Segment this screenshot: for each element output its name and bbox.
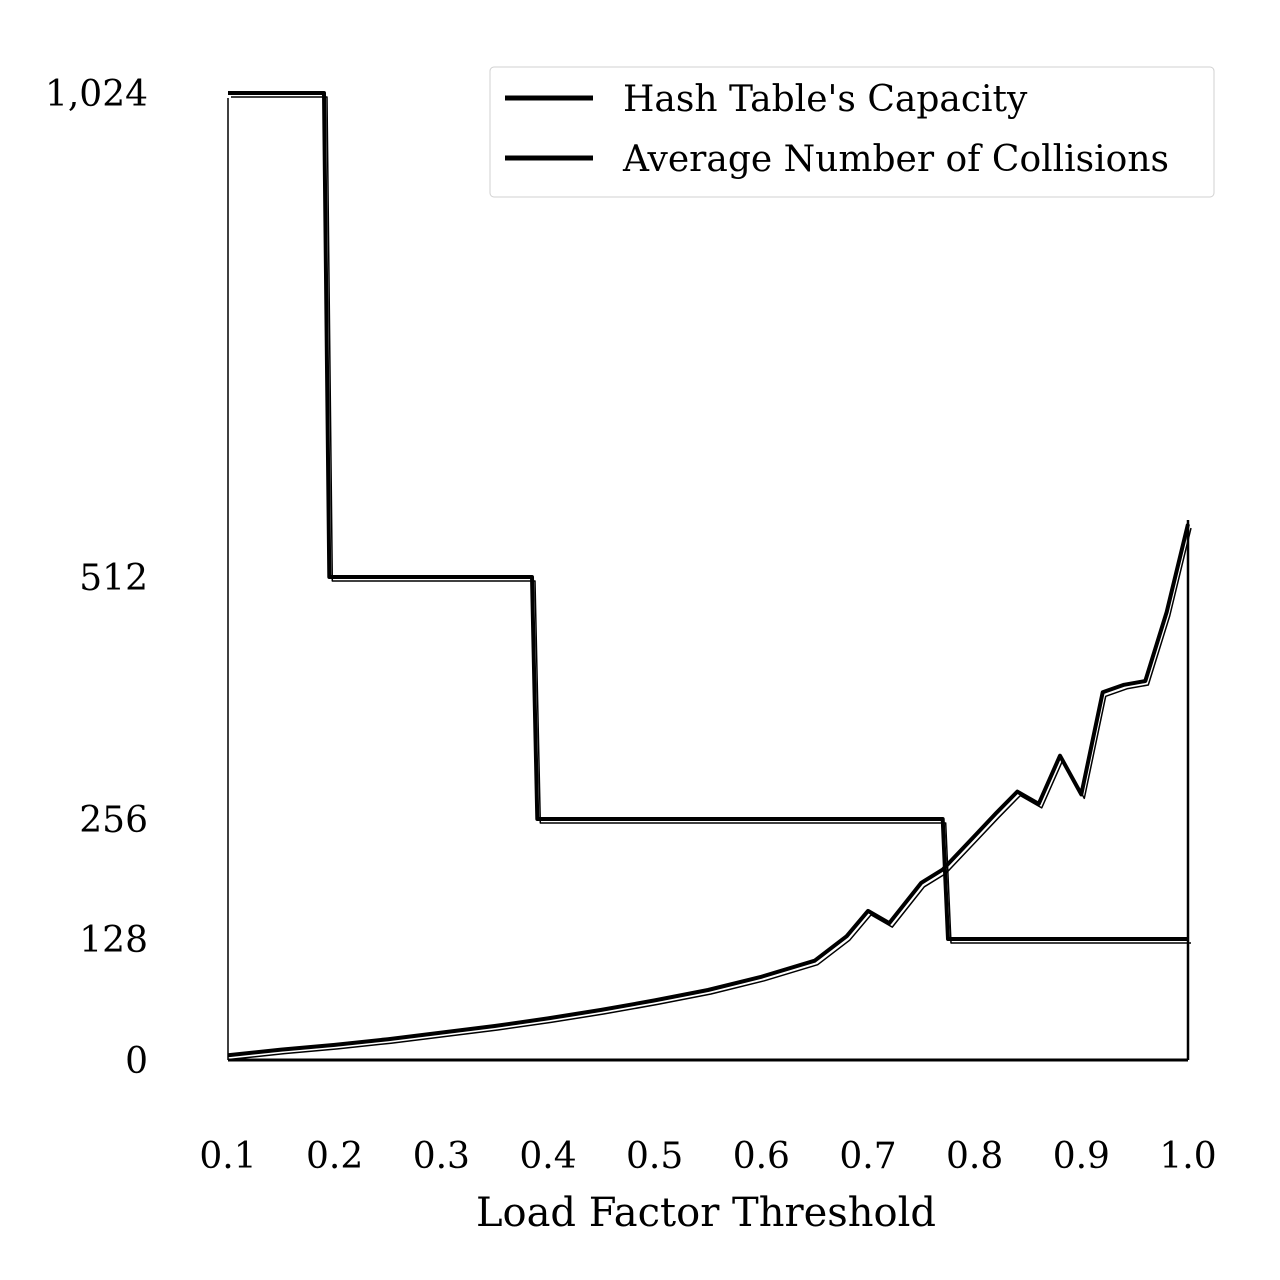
collisions-line [227, 523, 1190, 1058]
y-tick-label: 512 [79, 558, 148, 599]
collisions-line-shadow [230, 527, 1192, 1061]
y-tick-label: 0 [125, 1041, 148, 1082]
y-tick-label: 1,024 [45, 74, 148, 115]
x-tick-label: 0.3 [413, 1136, 470, 1177]
x-tick-label: 0.1 [199, 1136, 256, 1177]
legend-label-collisions: Average Number of Collisions [622, 139, 1169, 180]
x-tick-label: 0.5 [626, 1136, 683, 1177]
axes: 0.1 0.2 0.3 0.4 0.5 0.6 0.7 0.8 0.9 1.0 0 128 256 512… [45, 74, 1217, 1177]
x-tick-label: 0.7 [839, 1136, 896, 1177]
y-tick-label: 256 [79, 800, 148, 841]
x-tick-label: 0.6 [733, 1136, 790, 1177]
legend: Hash Table's Capacity Average Number of … [489, 66, 1215, 198]
x-tick-label: 0.4 [519, 1136, 576, 1177]
capacity-line-shadow [231, 96, 1191, 944]
legend-label-capacity: Hash Table's Capacity [623, 79, 1028, 120]
capacity-line [228, 91, 1188, 941]
series-layer [227, 91, 1192, 1061]
x-tick-label: 1.0 [1159, 1136, 1216, 1177]
y-tick-label: 128 [79, 920, 148, 961]
x-axis-title: Load Factor Threshold [476, 1190, 936, 1236]
x-tick-label: 0.8 [946, 1136, 1003, 1177]
x-tick-label: 0.9 [1053, 1136, 1110, 1177]
legend-box [489, 66, 1215, 198]
x-tick-label: 0.2 [306, 1136, 363, 1177]
